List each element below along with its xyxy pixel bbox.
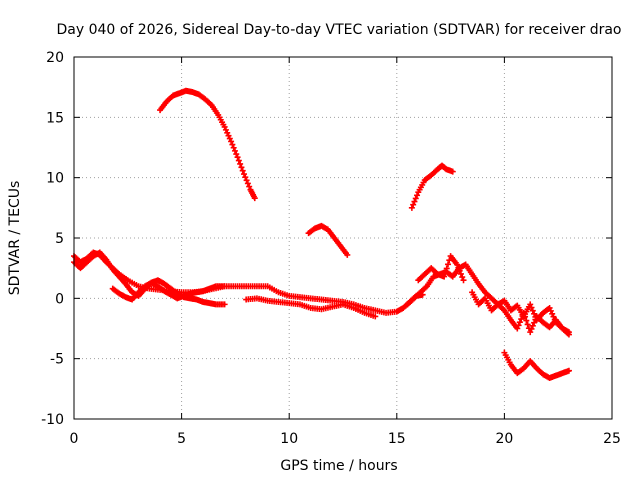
series-trace-f <box>408 162 456 211</box>
series-trace-c <box>109 279 228 303</box>
data-point <box>565 331 572 338</box>
data-point <box>228 138 235 145</box>
data-point <box>238 164 245 171</box>
data-point <box>449 168 456 175</box>
data-point <box>237 160 244 167</box>
data-point <box>410 201 417 208</box>
data-point <box>527 329 534 336</box>
data-point <box>459 274 466 281</box>
x-tick-label: 5 <box>177 431 186 447</box>
x-tick-label: 20 <box>495 431 513 447</box>
data-point <box>244 180 251 187</box>
data-point <box>454 261 461 268</box>
data-point <box>235 157 242 164</box>
data-point <box>234 154 241 161</box>
series-trace-e <box>305 222 351 258</box>
data-point <box>527 301 534 308</box>
grid-lines <box>74 57 612 419</box>
data-point <box>251 195 258 202</box>
data-point <box>516 319 523 326</box>
data-point <box>443 265 450 272</box>
data-point <box>408 204 415 211</box>
data-point <box>231 147 238 154</box>
data-point <box>414 192 421 199</box>
y-tick-label: 20 <box>46 50 64 66</box>
series-trace-g <box>243 295 379 320</box>
y-tick-label: 10 <box>46 171 64 187</box>
data-point <box>455 264 462 271</box>
data-point <box>460 277 467 284</box>
data-point <box>523 317 530 324</box>
y-tick-label: -5 <box>50 352 64 368</box>
data-point <box>221 301 228 308</box>
y-tick-label: 0 <box>55 291 64 307</box>
data-point <box>411 198 418 205</box>
data-point <box>233 151 240 158</box>
data-point <box>441 273 448 280</box>
data-point <box>230 144 237 151</box>
data-point <box>515 322 522 329</box>
series-trace-k <box>415 253 467 284</box>
data-point <box>239 167 246 174</box>
data-point <box>457 270 464 277</box>
data-point <box>412 195 419 202</box>
data-point <box>529 307 536 314</box>
x-tick-label: 25 <box>603 431 621 447</box>
data-marks <box>71 87 572 381</box>
series-trace-d <box>157 87 258 202</box>
data-point <box>344 251 351 258</box>
series-trace-i <box>469 289 572 338</box>
data-point <box>565 367 572 374</box>
data-point <box>372 313 379 320</box>
chart-title: Day 040 of 2026, Sidereal Day-to-day VTE… <box>56 22 621 38</box>
y-tick-label: -10 <box>41 412 64 428</box>
x-axis-label: GPS time / hours <box>280 458 397 474</box>
data-point <box>246 183 253 190</box>
data-point <box>242 174 249 181</box>
data-point <box>442 269 449 276</box>
x-tick-label: 15 <box>388 431 406 447</box>
y-tick-label: 5 <box>55 231 64 247</box>
data-point <box>514 325 521 332</box>
data-point <box>229 141 236 148</box>
data-point <box>524 321 531 328</box>
series-trace-j <box>501 349 572 381</box>
data-point <box>445 261 452 268</box>
data-point <box>221 283 228 290</box>
x-tick-label: 10 <box>280 431 298 447</box>
y-axis-label: SDTVAR / TECUs <box>7 181 23 296</box>
data-point <box>243 177 250 184</box>
data-point <box>528 304 535 311</box>
axis-ticks: 0 5 10 15 20 25 -10 -5 0 5 10 15 20 <box>41 50 621 447</box>
data-point <box>528 325 535 332</box>
x-tick-label: 0 <box>70 431 79 447</box>
data-point <box>456 267 463 274</box>
data-point <box>241 171 248 178</box>
data-point <box>531 310 538 317</box>
y-tick-label: 15 <box>46 110 64 126</box>
data-point <box>529 322 536 329</box>
